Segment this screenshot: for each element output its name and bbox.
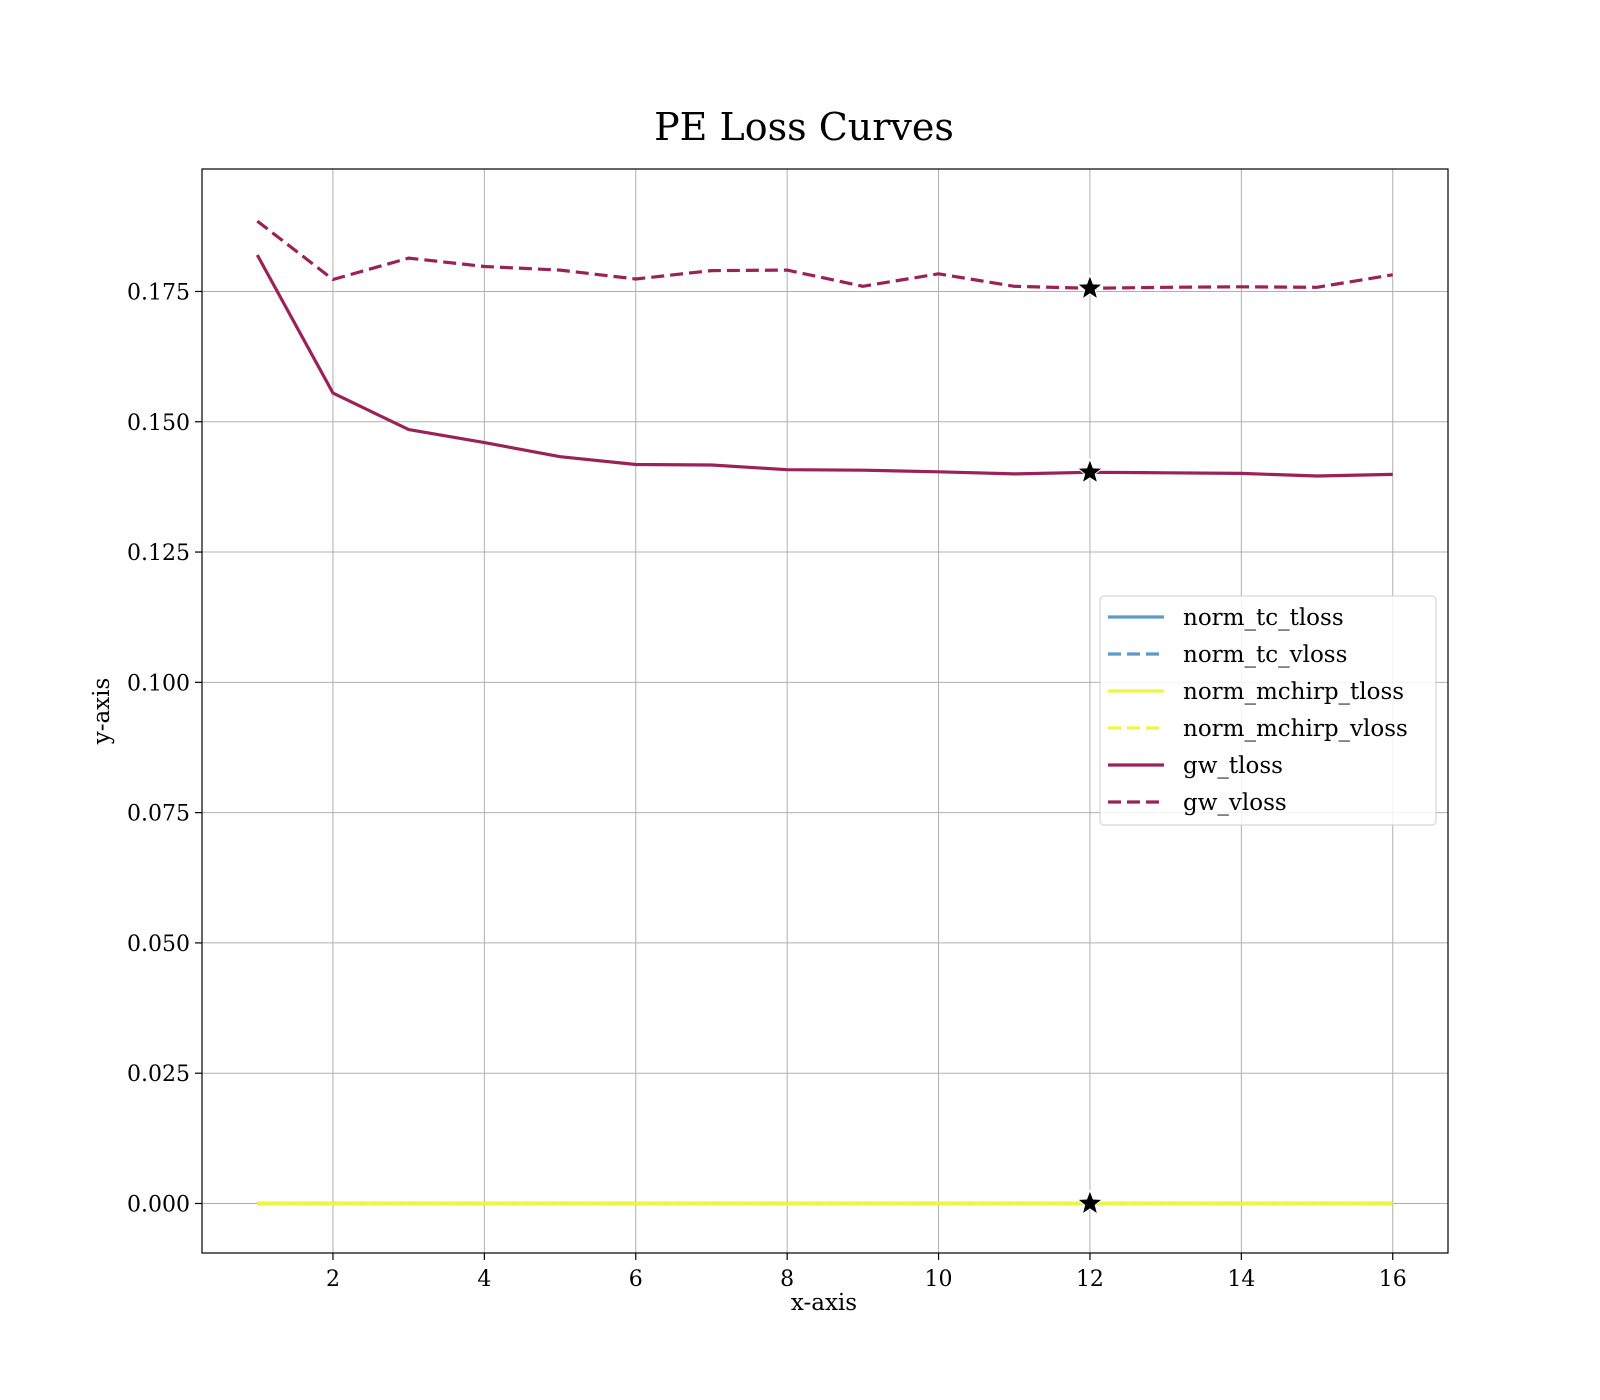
x-tick-label: 12	[1076, 1267, 1104, 1292]
y-tick-label: 0.000	[127, 1192, 190, 1217]
legend-label-norm-tc-tloss: norm_tc_tloss	[1183, 605, 1344, 631]
legend-label-gw-vloss: gw_vloss	[1183, 790, 1287, 816]
legend-label-norm-mchirp-vloss: norm_mchirp_vloss	[1183, 716, 1408, 742]
y-tick-label: 0.175	[127, 280, 190, 305]
legend-label-norm-mchirp-tloss: norm_mchirp_tloss	[1183, 679, 1404, 705]
legend: norm_tc_tloss norm_tc_vloss norm_mchirp_tl…	[1100, 596, 1436, 825]
x-axis-label: x-axis	[791, 1290, 857, 1316]
y-tick-label: 0.150	[127, 411, 190, 436]
y-tick-label: 0.075	[127, 802, 190, 827]
y-tick-label: 0.050	[127, 932, 190, 957]
x-tick-label: 2	[326, 1267, 340, 1292]
y-axis-label: y-axis	[89, 678, 115, 746]
chart-title: PE Loss Curves	[654, 105, 954, 149]
x-tick-label: 14	[1227, 1267, 1255, 1292]
legend-label-norm-tc-vloss: norm_tc_vloss	[1183, 642, 1347, 668]
y-tick-label: 0.025	[127, 1062, 190, 1087]
y-tick-label: 0.100	[127, 671, 190, 696]
y-tick-label: 0.125	[127, 541, 190, 566]
x-tick-label: 6	[629, 1267, 643, 1292]
x-tick-label: 8	[780, 1267, 794, 1292]
chart: PE Loss Curves 2 4 6 8 10 12 14 16 0.000 0.025 0.…	[0, 0, 1600, 1400]
x-tick-label: 10	[925, 1267, 953, 1292]
legend-label-gw-tloss: gw_tloss	[1183, 753, 1283, 779]
x-tick-label: 4	[477, 1267, 491, 1292]
x-tick-label: 16	[1379, 1267, 1407, 1292]
